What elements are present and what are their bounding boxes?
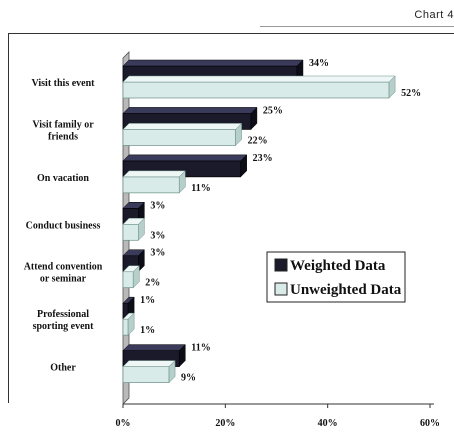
category-label-line: sporting event: [33, 321, 95, 332]
bar-front: [122, 318, 129, 336]
category-label-line: Attend convention: [24, 262, 103, 273]
category-label-line: Visit family or: [32, 119, 94, 130]
bar-unweighted: [122, 217, 145, 241]
bar-side: [179, 343, 186, 368]
bar-front: [122, 129, 236, 146]
bar-top: [122, 154, 248, 162]
category-label-line: Professional: [37, 309, 89, 320]
category-label-line: Conduct business: [26, 220, 101, 231]
bar-top: [122, 170, 186, 178]
bar-top: [122, 75, 396, 83]
category-label: Attend convention or seminar: [24, 262, 103, 285]
value-label: 34%: [309, 58, 329, 69]
bar-side: [240, 154, 247, 178]
bars-group: [122, 59, 396, 384]
bar-front: [122, 366, 170, 383]
value-label: 1%: [140, 325, 155, 336]
bar-unweighted: [122, 359, 176, 384]
category-label-line: or seminar: [40, 274, 87, 285]
bar-top: [122, 360, 176, 367]
legend: Weighted Data Unweighted Data: [266, 251, 406, 303]
category-label-line: On vacation: [37, 173, 89, 184]
chart-number-label: Chart 4: [414, 9, 454, 21]
category-label-line: friends: [48, 131, 78, 142]
value-label: 3%: [150, 230, 165, 241]
value-label: 23%: [253, 153, 273, 164]
x-axis-ticks: 0% 20% 40% 60%: [116, 404, 440, 429]
bar-unweighted: [122, 312, 135, 336]
bar-side: [138, 217, 145, 241]
legend-swatch: [274, 282, 288, 296]
value-label: 3%: [150, 200, 165, 211]
value-label: 52%: [401, 88, 421, 99]
x-tick-label: 20%: [215, 418, 235, 429]
category-label: Conduct business: [26, 220, 101, 231]
category-label-line: Visit this event: [32, 78, 96, 89]
bar-top: [122, 123, 243, 130]
bar-front: [122, 223, 139, 241]
header-rule: [260, 26, 454, 27]
bar-unweighted: [122, 75, 396, 99]
value-label: 25%: [263, 105, 283, 116]
value-label: 11%: [191, 183, 210, 194]
bar-top: [122, 107, 258, 114]
bar-side: [132, 265, 140, 289]
bar-front: [122, 81, 390, 99]
bar-top: [122, 344, 186, 351]
category-label: Professional sporting event: [33, 309, 95, 332]
bar-side: [250, 106, 258, 131]
bar-side: [168, 359, 176, 384]
value-label: 22%: [248, 135, 268, 146]
x-tick-label: 0%: [116, 418, 131, 429]
value-label: 11%: [191, 343, 210, 354]
legend-label: Weighted Data: [290, 258, 386, 274]
category-label: Visit family or friends: [32, 119, 94, 142]
legend-box: [266, 251, 406, 303]
value-labels: 34% 52% 25% 22% 23% 11% 3% 3% 3% 2% 1% 1% 11% 9%: [140, 58, 421, 384]
x-tick-label: 60%: [420, 418, 440, 429]
value-label: 9%: [181, 373, 196, 384]
bar-front: [122, 176, 180, 194]
bar-side: [179, 170, 186, 194]
bar-unweighted: [122, 122, 243, 147]
bar-side: [235, 122, 242, 147]
value-label: 1%: [140, 295, 155, 306]
category-label-line: Other: [50, 363, 76, 374]
category-label: Other: [50, 363, 76, 374]
legend-label: Unweighted Data: [290, 282, 402, 298]
x-tick-label: 40%: [318, 418, 338, 429]
chart-frame: [8, 33, 454, 403]
bar-side: [127, 312, 135, 336]
category-labels: Visit this event Visit family or friends On…: [24, 78, 103, 374]
legend-swatch: [274, 258, 288, 272]
value-label: 2%: [145, 278, 160, 289]
value-label: 3%: [150, 248, 165, 259]
bar-top: [122, 59, 304, 67]
category-label: On vacation: [37, 173, 89, 184]
bar-unweighted: [122, 265, 140, 289]
category-label: Visit this event: [32, 78, 96, 89]
bar-front: [122, 271, 134, 289]
bar-unweighted: [122, 170, 186, 194]
bar-side: [388, 75, 396, 99]
